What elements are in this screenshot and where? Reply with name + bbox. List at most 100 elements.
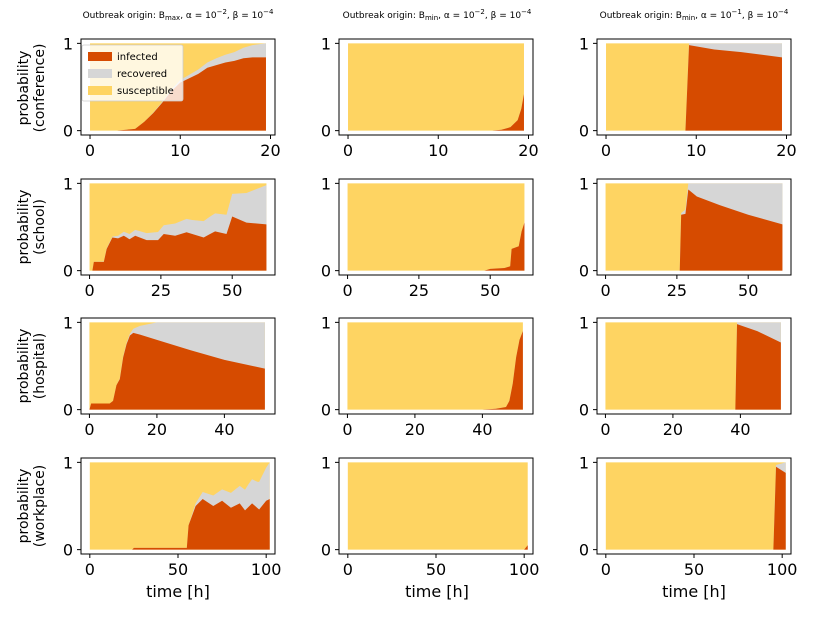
x-tick-label: 50 <box>426 560 446 579</box>
axes-frame <box>338 178 534 276</box>
area-susceptible <box>347 183 525 271</box>
panel-1-2: 0 1 0 25 50 <box>579 174 792 300</box>
axes-frame <box>80 38 276 136</box>
x-axis-label-1: time [h] <box>146 582 210 601</box>
x-tick-label: 40 <box>472 420 492 439</box>
x-tick-label: 10 <box>686 141 706 160</box>
axes-frame <box>338 38 534 136</box>
panel-2-2: 010 20 40 <box>579 313 792 439</box>
y-tick-label: 1 <box>579 174 589 193</box>
x-tick-label: 25 <box>409 281 429 300</box>
y-tick-label: 1 <box>63 313 73 332</box>
area-susceptible <box>347 322 523 410</box>
y-tick-label: 0 <box>321 122 331 141</box>
legend: infected recovered susceptible <box>81 44 184 102</box>
x-tick-label: 0 <box>343 560 353 579</box>
y-tick-label: 0 <box>579 541 589 560</box>
y-tick-label: 0 <box>579 122 589 141</box>
legend-label-susceptible: susceptible <box>117 86 174 97</box>
legend-swatch-recovered <box>88 69 112 78</box>
x-tick-label: 100 <box>251 560 282 579</box>
x-tick-label: 0 <box>601 560 611 579</box>
x-tick-label: 10 <box>428 141 448 160</box>
x-tick-label: 0 <box>85 141 95 160</box>
x-tick-label: 20 <box>260 141 280 160</box>
area-susceptible <box>348 43 524 131</box>
y-tick-label: 0 <box>63 401 73 420</box>
area-susceptible <box>605 462 786 550</box>
panel-2-1: 010 20 40 <box>321 313 534 439</box>
x-tick-label: 40 <box>730 420 750 439</box>
x-tick-label: 0 <box>85 560 95 579</box>
panel-1-0: 0 1 0 25 50 <box>63 174 276 300</box>
axes-frame <box>338 317 534 415</box>
legend-label-infected: infected <box>117 52 158 63</box>
y-tick-label: 1 <box>579 453 589 472</box>
x-axis-labels: time [h] time [h] time [h] <box>146 582 726 601</box>
panel-0-1: 010 10 20 <box>321 34 539 160</box>
y-tick-label: 0 <box>321 401 331 420</box>
x-tick-label: 100 <box>767 560 798 579</box>
x-tick-label: 0 <box>343 141 353 160</box>
x-tick-label: 0 <box>342 281 352 300</box>
legend-swatch-infected <box>88 52 112 61</box>
panel-0-2: 010 10 20 <box>579 34 797 160</box>
area-infected <box>89 332 265 410</box>
x-tick-label: 0 <box>600 281 610 300</box>
x-tick-label: 10 <box>170 141 190 160</box>
panel-3-2: 0 1 0 50 100 <box>579 453 798 579</box>
x-tick-label: 50 <box>168 560 188 579</box>
y-tick-label: 1 <box>63 174 73 193</box>
area-infected <box>605 189 783 271</box>
axes-frame <box>596 317 792 415</box>
x-tick-label: 100 <box>509 560 540 579</box>
x-tick-label: 20 <box>147 420 167 439</box>
legend-label-recovered: recovered <box>117 69 167 80</box>
panel-3-1: 0 1 0 50 100 <box>321 453 540 579</box>
y-tick-label: 1 <box>321 34 331 53</box>
x-tick-label: 50 <box>480 281 500 300</box>
column-title-2: Outbreak origin: Bmin, α = 10−2, β = 10−… <box>343 8 532 22</box>
x-tick-label: 50 <box>738 281 758 300</box>
x-tick-label: 0 <box>601 141 611 160</box>
x-tick-label: 25 <box>667 281 687 300</box>
area-infected <box>89 499 270 550</box>
column-title-3: Outbreak origin: Bmin, α = 10−1, β = 10−… <box>600 8 789 22</box>
x-axis-label-3: time [h] <box>662 582 726 601</box>
row-labels: probability(conference) probability(scho… <box>16 44 48 548</box>
panel-3-0: 0 1 0 50 100 <box>63 453 282 579</box>
axes-frame <box>596 38 792 136</box>
y-tick-label: 1 <box>63 34 73 53</box>
panel-1-1: 0 1 0 25 50 <box>321 174 534 300</box>
y-tick-label: 1 <box>321 453 331 472</box>
x-axis-label-2: time [h] <box>405 582 469 601</box>
axes-frame <box>80 178 276 276</box>
y-tick-label: 0 <box>63 541 73 560</box>
area-infected <box>605 324 781 410</box>
area-susceptible <box>347 462 528 550</box>
y-tick-label: 0 <box>63 122 73 141</box>
y-tick-label: 0 <box>579 401 589 420</box>
legend-swatch-susceptible <box>88 86 112 95</box>
y-tick-label: 1 <box>63 453 73 472</box>
y-tick-label: 0 <box>579 262 589 281</box>
x-tick-label: 20 <box>518 141 538 160</box>
x-tick-label: 40 <box>214 420 234 439</box>
row-label-workplace: probability(workplace) <box>16 465 48 547</box>
row-label-hospital: probability(hospital) <box>16 329 48 404</box>
axes-frame <box>80 317 276 415</box>
row-label-conference: probability(conference) <box>16 44 48 133</box>
row-label-school: probability(school) <box>16 190 48 265</box>
x-tick-label: 20 <box>776 141 796 160</box>
column-title-1: Outbreak origin: Bmax, α = 10−2, β = 10−… <box>83 8 274 22</box>
x-tick-label: 50 <box>222 281 242 300</box>
x-tick-label: 25 <box>151 281 171 300</box>
x-tick-label: 0 <box>84 281 94 300</box>
y-tick-label: 1 <box>321 174 331 193</box>
y-tick-label: 1 <box>321 313 331 332</box>
x-tick-label: 0 <box>84 420 94 439</box>
y-tick-label: 1 <box>579 313 589 332</box>
area-infected <box>606 45 782 131</box>
